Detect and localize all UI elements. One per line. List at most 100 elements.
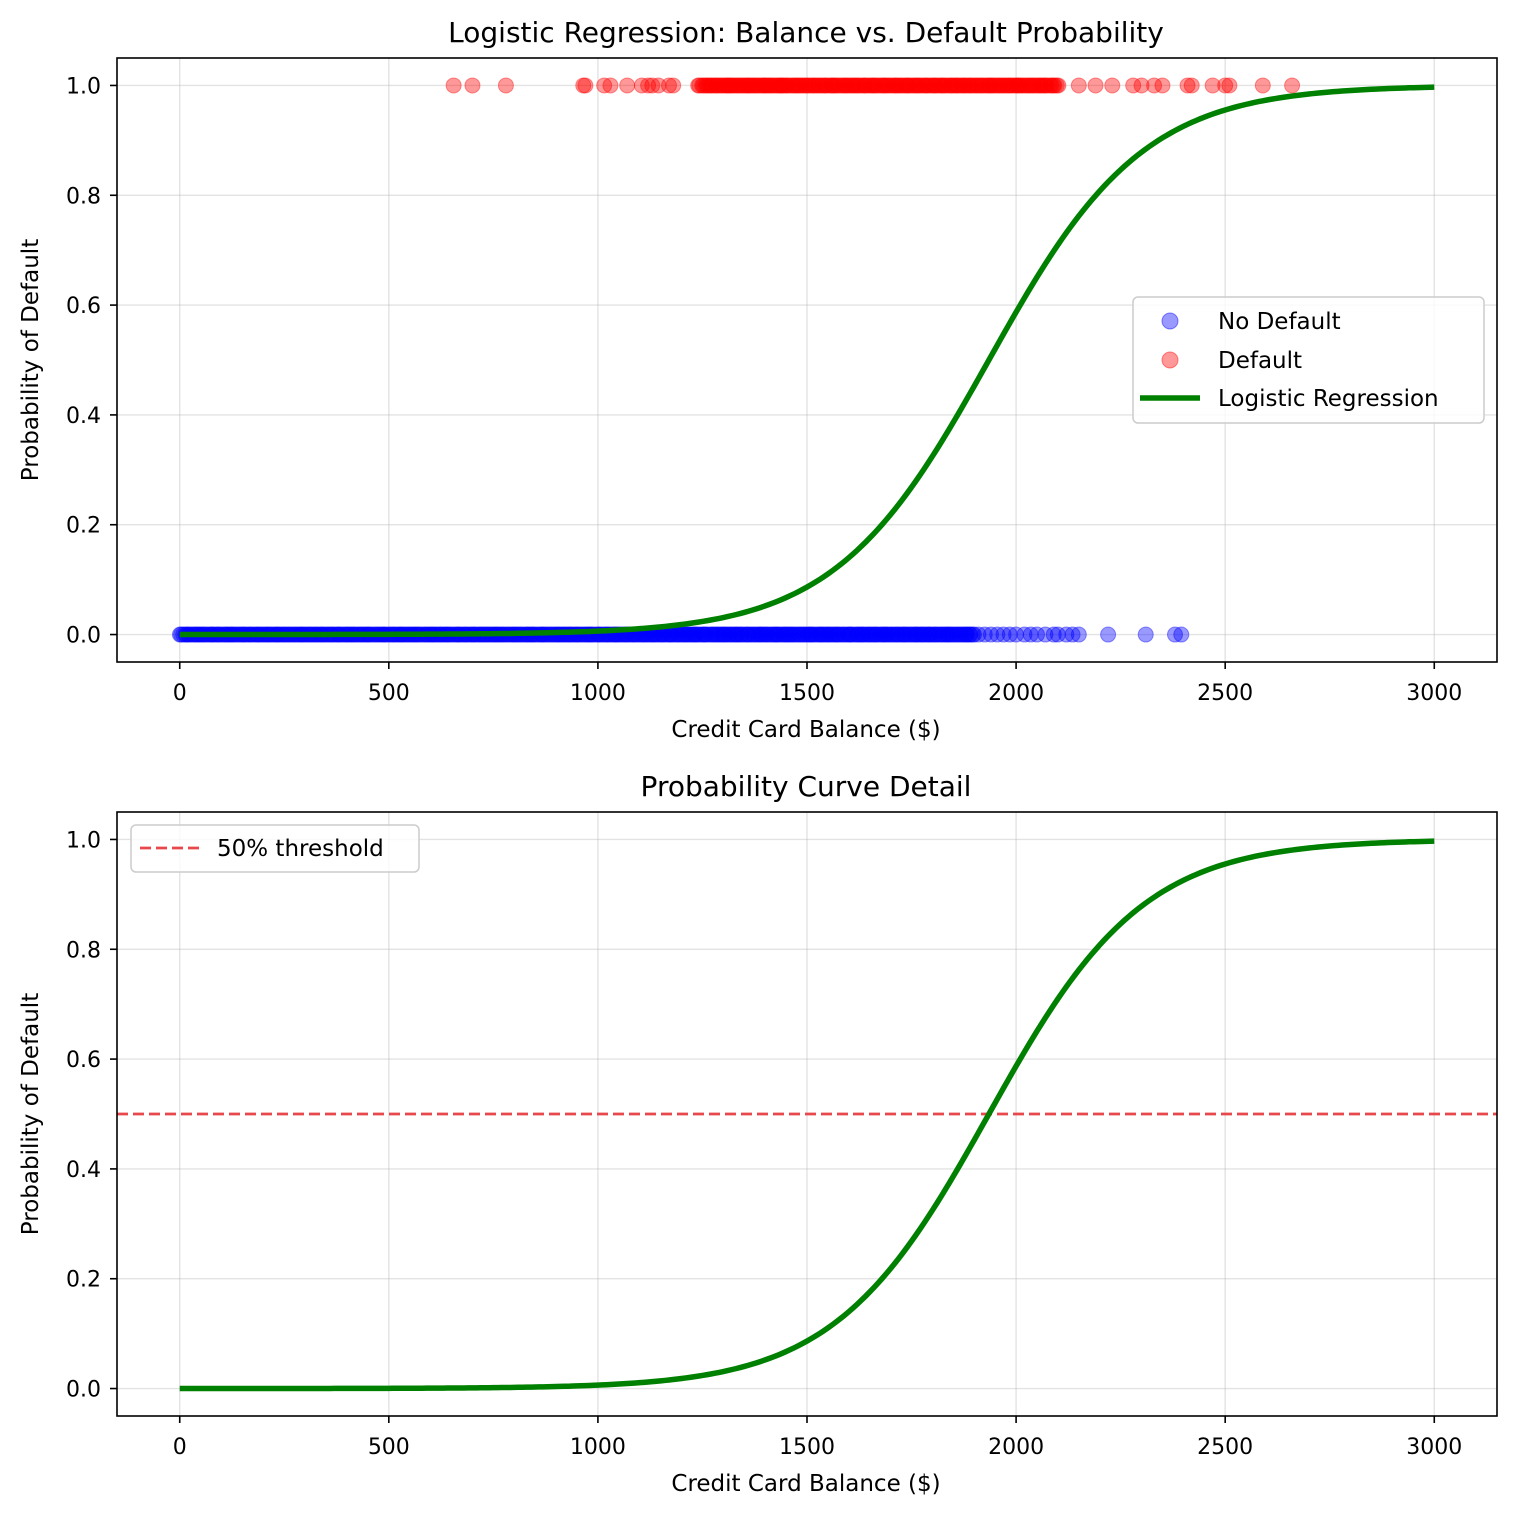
scatter-point bbox=[817, 77, 834, 94]
axis-ticks: 0 500 1000 1500 2000 2500 3000 0.0 0.2 0.4 0.6 0.8 1… bbox=[66, 74, 1462, 706]
scatter-point bbox=[962, 626, 979, 643]
scatter-point bbox=[1048, 77, 1065, 94]
scatter-point bbox=[810, 77, 827, 94]
scatter-point bbox=[723, 626, 740, 643]
scatter-point bbox=[1001, 626, 1018, 643]
legend-label-threshold: 50% threshold bbox=[217, 836, 384, 862]
scatter-point bbox=[856, 77, 873, 94]
scatter-point bbox=[910, 77, 927, 94]
scatter-point bbox=[837, 626, 854, 643]
scatter-point bbox=[876, 626, 893, 643]
scatter-point bbox=[916, 77, 933, 94]
scatter-point bbox=[884, 626, 901, 643]
scatter-point bbox=[704, 77, 721, 94]
scatter-point bbox=[914, 626, 931, 643]
scatter-point bbox=[876, 77, 893, 94]
scatter-point bbox=[740, 77, 757, 94]
scatter-point bbox=[792, 77, 809, 94]
scatter-point bbox=[835, 77, 852, 94]
y-tick-label: 0.2 bbox=[66, 1268, 101, 1293]
scatter-point bbox=[716, 77, 733, 94]
scatter-point bbox=[800, 626, 817, 643]
scatter-point bbox=[812, 626, 829, 643]
scatter-point bbox=[694, 626, 711, 643]
scatter-point bbox=[825, 626, 842, 643]
scatter-point bbox=[784, 77, 801, 94]
scatter-point bbox=[683, 626, 700, 643]
scatter-point bbox=[935, 626, 952, 643]
x-tick-label: 2500 bbox=[1197, 1435, 1253, 1460]
scatter-point bbox=[885, 626, 902, 643]
scatter-point bbox=[775, 626, 792, 643]
scatter-point bbox=[986, 77, 1003, 94]
scatter-point bbox=[848, 626, 865, 643]
scatter-point bbox=[497, 77, 514, 94]
legend-label-logistic: Logistic Regression bbox=[1218, 386, 1439, 412]
x-tick-label: 1000 bbox=[570, 681, 626, 706]
scatter-point bbox=[862, 77, 879, 94]
scatter-point bbox=[759, 626, 776, 643]
scatter-point bbox=[1022, 626, 1039, 643]
scatter-point bbox=[780, 626, 797, 643]
scatter-point bbox=[707, 77, 724, 94]
scatter-point bbox=[961, 626, 978, 643]
scatter-point bbox=[832, 77, 849, 94]
scatter-point bbox=[756, 77, 773, 94]
scatter-point bbox=[849, 626, 866, 643]
scatter-point bbox=[577, 77, 594, 94]
scatter-point bbox=[729, 626, 746, 643]
scatter-point bbox=[976, 626, 993, 643]
y-tick-label: 0.6 bbox=[66, 294, 101, 319]
scatter-point bbox=[852, 77, 869, 94]
scatter-point bbox=[700, 77, 717, 94]
scatter-point bbox=[799, 626, 816, 643]
scatter-point bbox=[839, 626, 856, 643]
scatter-point bbox=[696, 626, 713, 643]
scatter-point bbox=[830, 626, 847, 643]
scatter-point bbox=[880, 77, 897, 94]
scatter-point bbox=[906, 77, 923, 94]
scatter-point bbox=[1008, 77, 1025, 94]
scatter-point bbox=[791, 626, 808, 643]
scatter-point bbox=[1025, 77, 1042, 94]
scatter-point bbox=[862, 626, 879, 643]
scatter-point bbox=[735, 626, 752, 643]
scatter-point bbox=[890, 626, 907, 643]
scatter-point bbox=[1064, 626, 1081, 643]
scatter-point bbox=[763, 626, 780, 643]
scatter-point bbox=[899, 626, 916, 643]
legend: 50% threshold bbox=[130, 824, 420, 873]
scatter-point bbox=[1012, 77, 1029, 94]
scatter-point bbox=[916, 626, 933, 643]
scatter-point bbox=[783, 626, 800, 643]
scatter-point bbox=[1050, 77, 1067, 94]
chart-panel-top: Logistic Regression: Balance vs. Default… bbox=[18, 16, 1498, 743]
scatter-point bbox=[1018, 77, 1035, 94]
scatter-point bbox=[954, 77, 971, 94]
legend-label-default: Default bbox=[1218, 348, 1302, 374]
scatter-point bbox=[992, 77, 1009, 94]
scatter-point bbox=[892, 77, 909, 94]
scatter-point bbox=[745, 626, 762, 643]
scatter-point bbox=[691, 626, 708, 643]
scatter-point bbox=[931, 626, 948, 643]
scatter-point bbox=[749, 77, 766, 94]
scatter-point bbox=[713, 77, 730, 94]
scatter-point bbox=[727, 626, 744, 643]
scatter-point bbox=[884, 77, 901, 94]
scatter-point bbox=[681, 626, 698, 643]
scatter-point bbox=[987, 77, 1004, 94]
scatter-point bbox=[857, 626, 874, 643]
scatter-point bbox=[705, 626, 722, 643]
x-axis-label: Credit Card Balance ($) bbox=[671, 1471, 940, 1497]
scatter-point bbox=[780, 77, 797, 94]
y-tick-label: 1.0 bbox=[66, 74, 101, 99]
scatter-point bbox=[996, 77, 1013, 94]
scatter-point bbox=[924, 77, 941, 94]
scatter-point bbox=[768, 77, 785, 94]
scatter-point bbox=[770, 77, 787, 94]
x-tick-label: 3000 bbox=[1406, 1435, 1462, 1460]
scatter-point bbox=[596, 77, 613, 94]
scatter-point bbox=[952, 77, 969, 94]
scatter-point bbox=[710, 626, 727, 643]
